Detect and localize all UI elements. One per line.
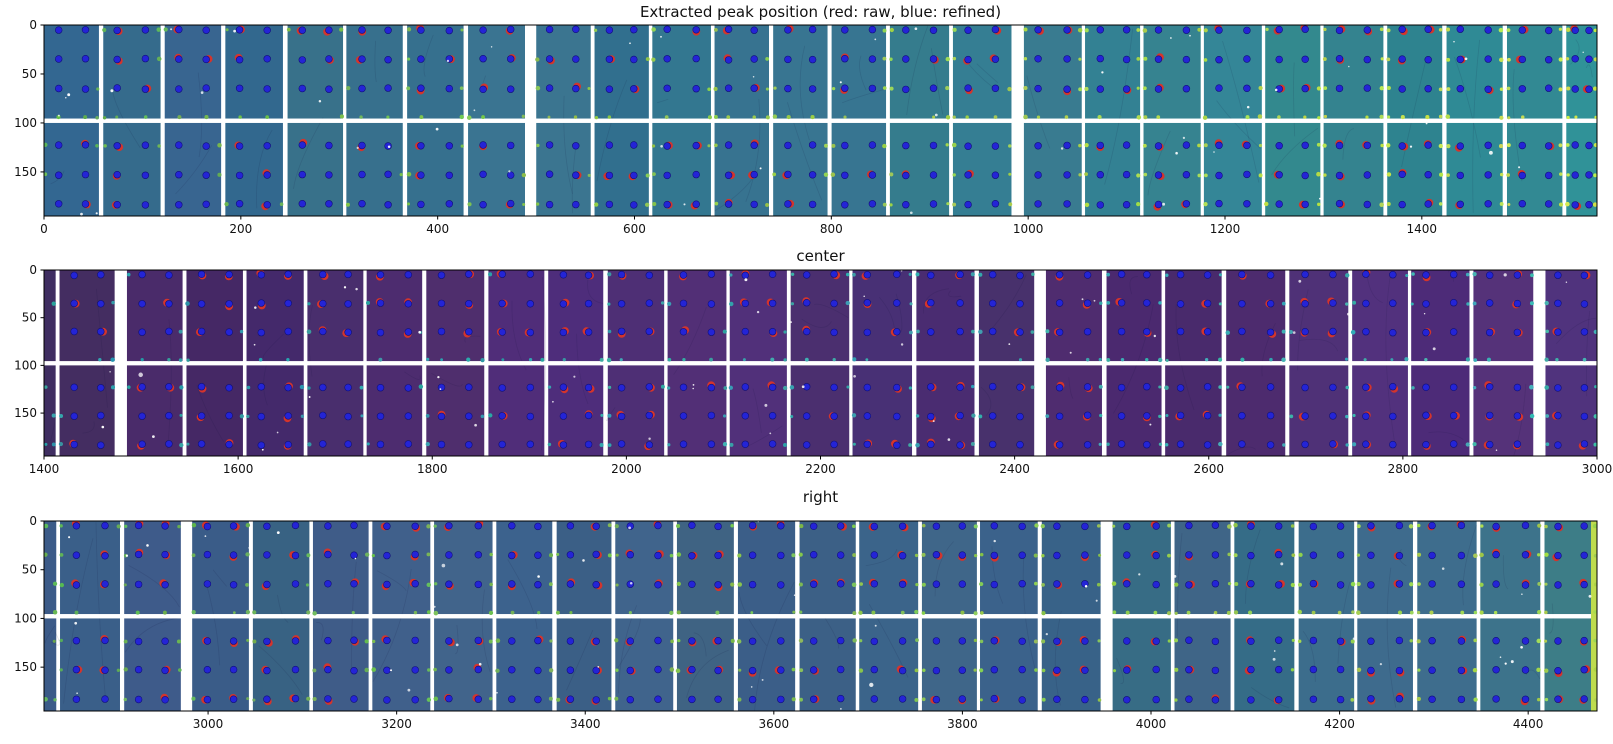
panel-title-right: right: [802, 488, 839, 506]
svg-text:3000: 3000: [193, 717, 224, 731]
svg-text:0: 0: [29, 514, 37, 528]
svg-text:0: 0: [29, 263, 37, 277]
svg-text:3000: 3000: [1582, 462, 1613, 476]
svg-text:50: 50: [22, 67, 37, 81]
svg-text:1600: 1600: [223, 462, 254, 476]
svg-text:4200: 4200: [1324, 717, 1355, 731]
svg-text:100: 100: [14, 358, 37, 372]
svg-text:3800: 3800: [947, 717, 978, 731]
svg-text:1800: 1800: [417, 462, 448, 476]
svg-text:3600: 3600: [759, 717, 790, 731]
svg-text:2600: 2600: [1193, 462, 1224, 476]
svg-text:600: 600: [623, 222, 646, 236]
svg-text:1200: 1200: [1210, 222, 1241, 236]
svg-text:0: 0: [29, 18, 37, 32]
svg-text:4000: 4000: [1136, 717, 1167, 731]
svg-text:0: 0: [40, 222, 48, 236]
panel-group-0: 0 200 400 600 800 1000 1200 1400 0 50 100 150: [14, 18, 1598, 236]
svg-text:50: 50: [22, 563, 37, 577]
svg-text:800: 800: [820, 222, 843, 236]
svg-text:150: 150: [14, 406, 37, 420]
svg-text:150: 150: [14, 165, 37, 179]
svg-text:200: 200: [229, 222, 252, 236]
svg-text:2800: 2800: [1388, 462, 1419, 476]
svg-text:3200: 3200: [381, 717, 412, 731]
panel-group-2: 3000 3200 3400 3600 3800 4000 4200 4400 0 50 100 15…: [14, 514, 1598, 731]
panel-title-center: center: [796, 247, 845, 265]
svg-text:100: 100: [14, 611, 37, 625]
svg-text:2200: 2200: [805, 462, 836, 476]
svg-text:50: 50: [22, 311, 37, 325]
svg-text:150: 150: [14, 660, 37, 674]
svg-text:4400: 4400: [1513, 717, 1544, 731]
svg-text:2000: 2000: [611, 462, 642, 476]
svg-text:400: 400: [426, 222, 449, 236]
svg-text:1000: 1000: [1013, 222, 1044, 236]
svg-text:2400: 2400: [999, 462, 1030, 476]
panel-title-extracted-peak-position: Extracted peak position (red: raw, blue:…: [639, 3, 1002, 21]
svg-text:3400: 3400: [570, 717, 601, 731]
svg-text:1400: 1400: [29, 462, 60, 476]
svg-text:100: 100: [14, 116, 37, 130]
svg-text:1400: 1400: [1407, 222, 1438, 236]
panel-group-1: 1400 1600 1800 2000 2200 2400 2600 2800 3000 0 50 1…: [14, 263, 1612, 476]
